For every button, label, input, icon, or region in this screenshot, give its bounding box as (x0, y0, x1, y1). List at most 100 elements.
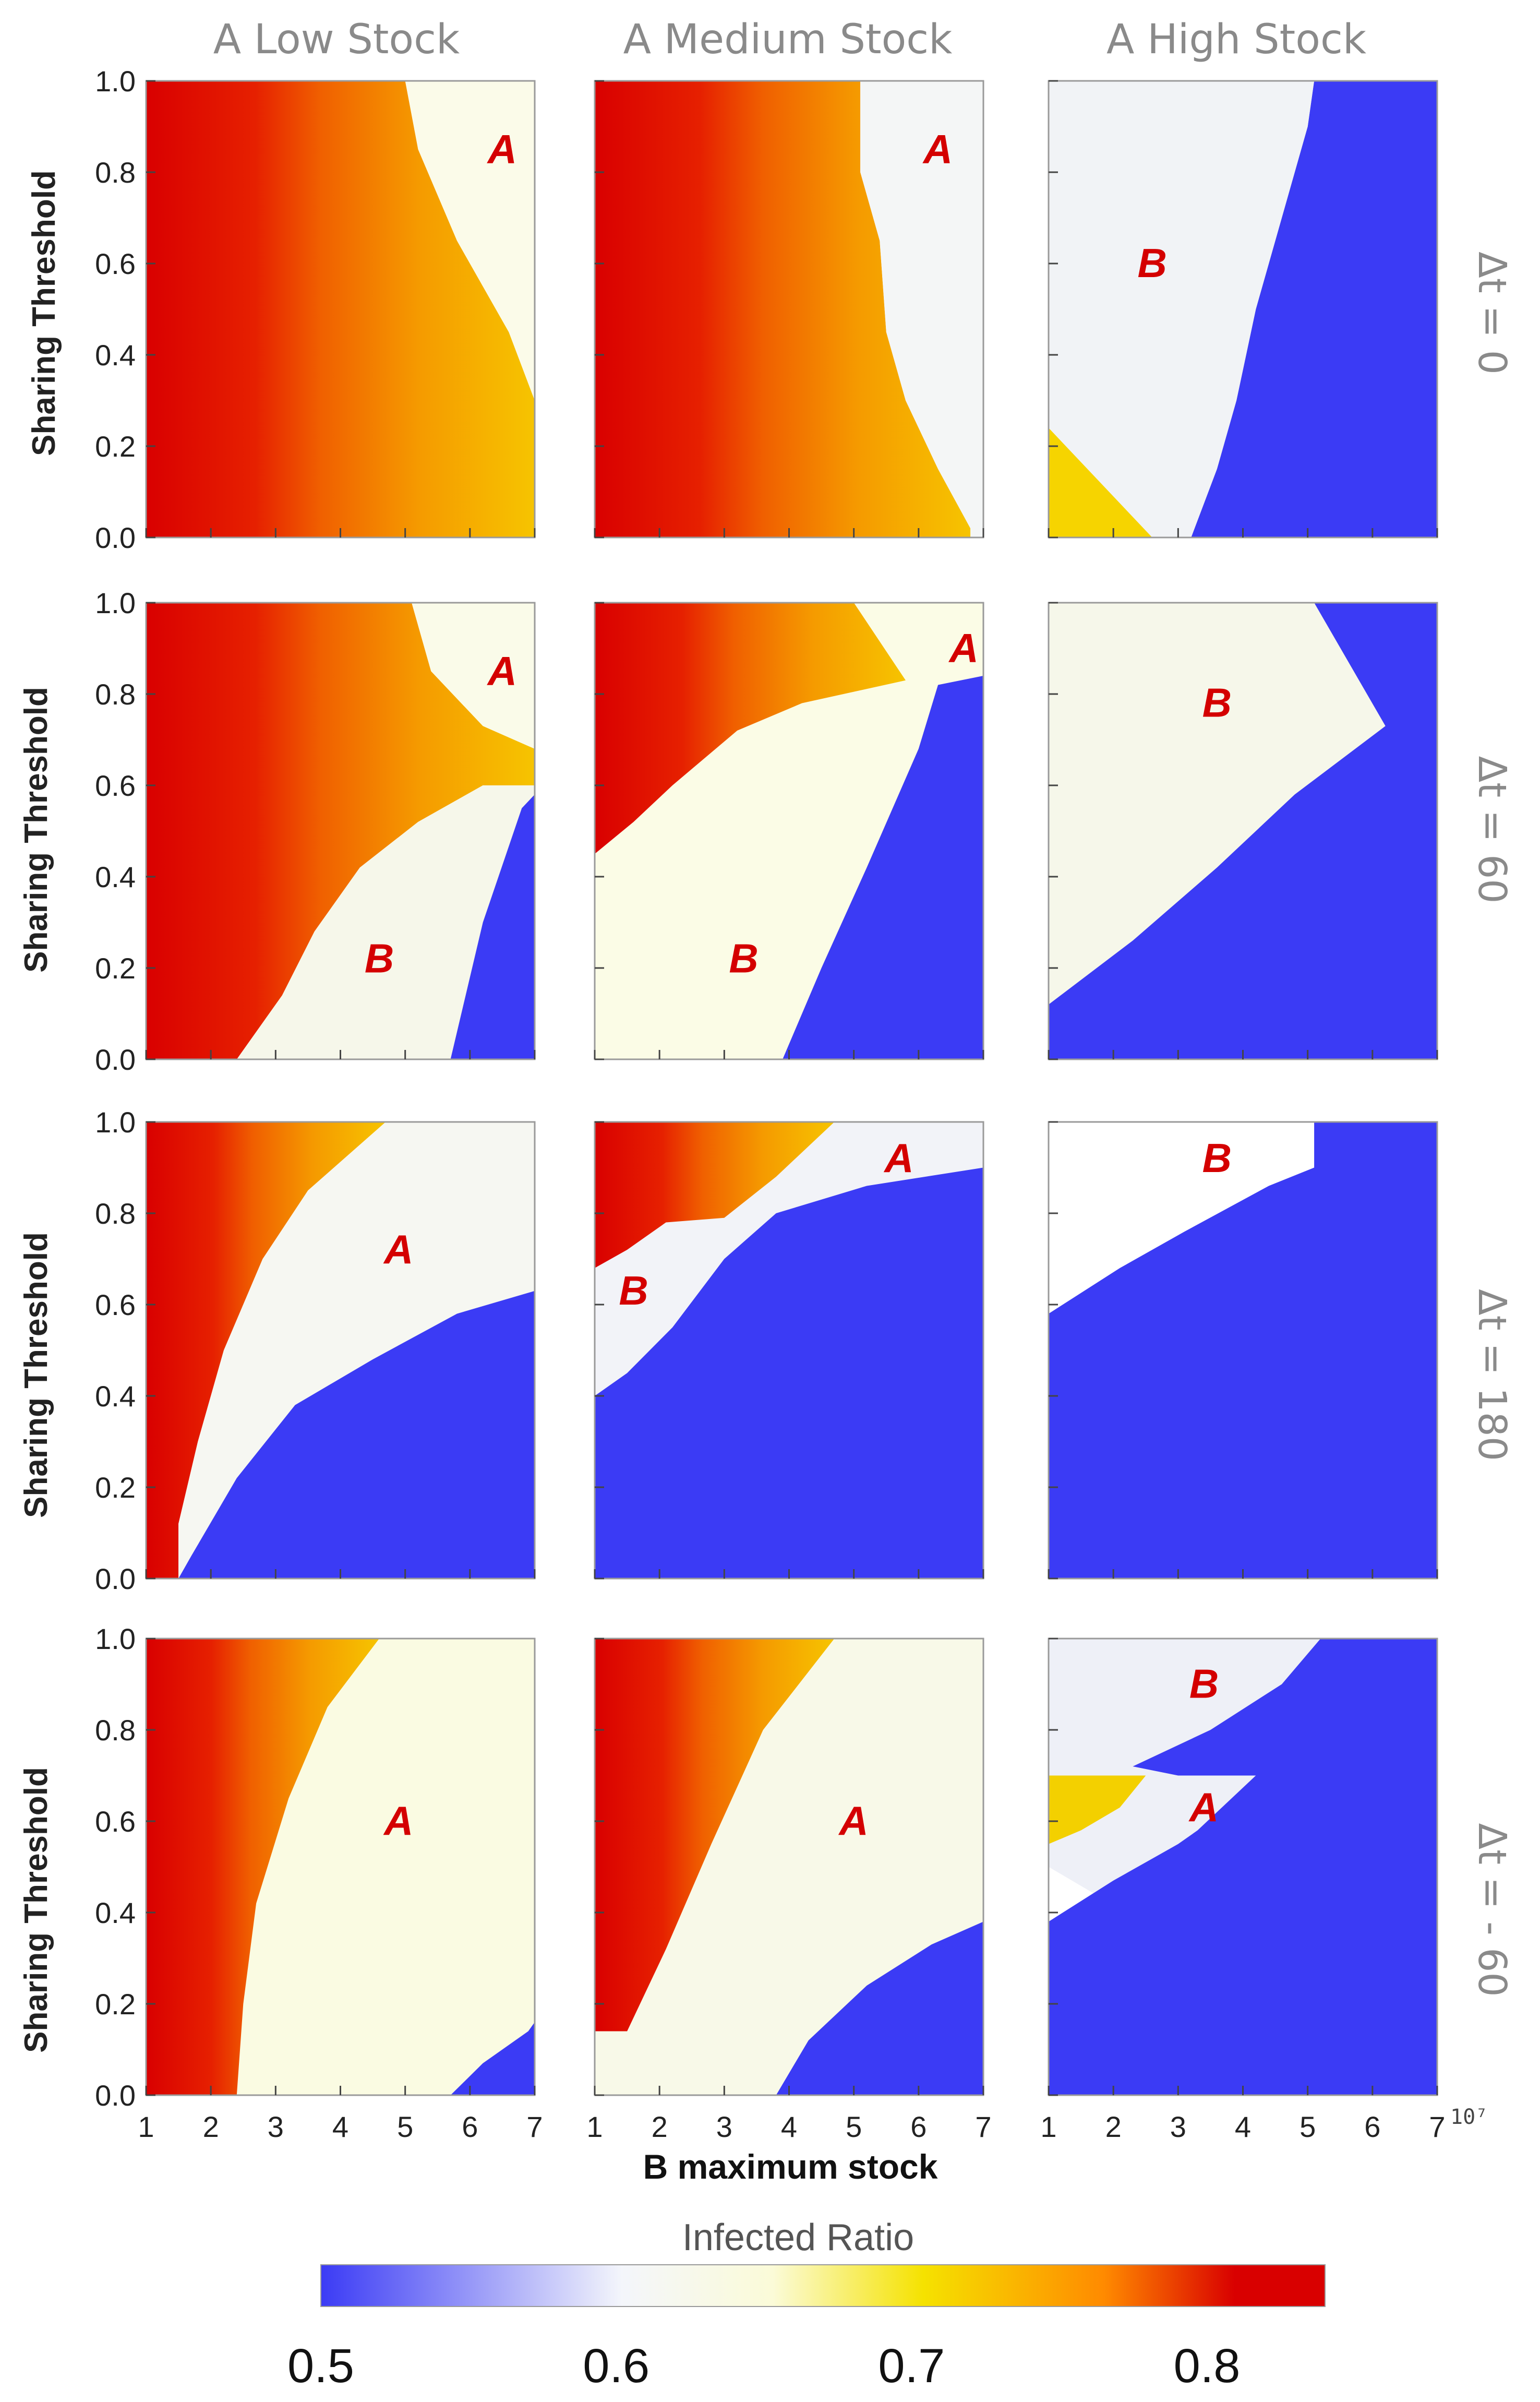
y-axis-label-row3: Sharing Threshold (18, 1232, 54, 1518)
heatmap-region (146, 1122, 386, 1579)
y-tick-label: 0.4 (95, 1380, 136, 1413)
heatmap-region (595, 1167, 983, 1579)
heatmap-region (178, 1122, 535, 1579)
panel-r0-c0: A 0.0 0.2 0.4 0.6 0.8 1.0 (95, 65, 536, 554)
region-label: A (838, 1798, 868, 1844)
colorbar-ticks: 0.5 0.6 0.7 0.8 (287, 2339, 1240, 2393)
heatmap-region (1049, 1639, 1437, 2095)
x-tick-label: 1 (586, 2110, 603, 2143)
row-label-dt180: Δt = 180 (1470, 1289, 1514, 1461)
colorbar-tick-label: 0.7 (878, 2339, 945, 2393)
panel-r2-c1: AB (594, 1121, 984, 1580)
panel-r1-c0: A B 0.0 0.2 0.4 0.6 0.8 1.0 (95, 587, 536, 1076)
y-tick-label: 0.8 (95, 156, 136, 189)
y-tick-label: 0.8 (95, 678, 136, 711)
y-tick-label: 0.0 (95, 1562, 136, 1595)
region-label: A (948, 625, 979, 671)
region-label: B (365, 936, 394, 982)
heatmap-region (1049, 81, 1315, 537)
x-tick-label: 5 (397, 2110, 413, 2143)
heatmap-region (595, 603, 906, 854)
x-tick-label: 3 (268, 2110, 284, 2143)
y-tick-label: 0.2 (95, 1471, 136, 1504)
x-tick-label: 6 (462, 2110, 478, 2143)
heatmap-region (1049, 1775, 1146, 1844)
heatmap-region (1049, 603, 1386, 1005)
row-label-dt0: Δt = 0 (1470, 252, 1514, 375)
y-tick-label: 0.6 (95, 1805, 136, 1838)
x-tick-label: 2 (652, 2110, 668, 2143)
panel-r2-c2: B (1048, 1121, 1438, 1580)
colorbar-tick-label: 0.8 (1174, 2339, 1241, 2393)
panel-r2-c0: A 0.0 0.2 0.4 0.6 0.8 1.0 (95, 1106, 536, 1595)
x-tick-label: 4 (1235, 2110, 1251, 2143)
colorbar-tick-label: 0.5 (287, 2339, 354, 2393)
region-label: A (487, 648, 517, 694)
x-tick-label: 7 (526, 2110, 543, 2143)
panel-r1-c1: AB (594, 602, 984, 1060)
y-tick-label: 0.0 (95, 521, 136, 554)
x-tick-label: 6 (910, 2110, 927, 2143)
heatmap-region (146, 81, 535, 537)
col-header-low: A Low Stock (213, 16, 460, 63)
heatmap-region (178, 1290, 535, 1579)
x-tick-label: 3 (1170, 2110, 1186, 2143)
heatmap-panels: A0.00.20.40.60.81.0ABAB0.00.20.40.60.81.… (95, 65, 1445, 2143)
y-tick-label: 0.8 (95, 1714, 136, 1747)
heatmap-region (146, 1639, 379, 2095)
heatmap-region (412, 603, 535, 749)
y-axis-label-row4: Sharing Threshold (18, 1767, 54, 2053)
region-label: A (1188, 1784, 1219, 1830)
region-label: A (383, 1798, 413, 1844)
region-label: A (383, 1226, 413, 1272)
x-tick-label: 6 (1364, 2110, 1380, 2143)
heatmap-region (776, 1921, 983, 2095)
row-label-dt60: Δt = 60 (1470, 756, 1514, 904)
panel-r3-c1: A 1 2 3 4 5 6 7 (586, 1638, 992, 2143)
x-tick-label: 2 (1105, 2110, 1122, 2143)
x-tick-label: 3 (716, 2110, 732, 2143)
x-tick-label: 7 (975, 2110, 991, 2143)
heatmap-region (783, 676, 983, 1059)
y-tick-label: 1.0 (95, 65, 136, 98)
heatmap-region (236, 785, 535, 1059)
heatmap-region (595, 1122, 835, 1268)
colorbar-title: Infected Ratio (682, 2217, 914, 2258)
colorbar (320, 2264, 1326, 2307)
y-tick-label: 0.8 (95, 1197, 136, 1230)
x-axis-label: B maximum stock (643, 2147, 938, 2186)
region-label: B (1189, 1661, 1219, 1707)
heatmap-region (405, 81, 535, 401)
y-tick-label: 1.0 (95, 1106, 136, 1139)
x-tick-label: 1 (138, 2110, 154, 2143)
y-tick-label: 0.2 (95, 952, 136, 985)
panel-r0-c1: A (594, 80, 984, 539)
region-label: A (922, 126, 953, 172)
panel-r3-c0: A 1 2 3 4 5 6 7 0.0 0.2 0.4 0.6 0.8 1.0 (95, 1622, 543, 2143)
colorbar-tick-label: 0.6 (583, 2339, 649, 2393)
x-tick-label: 5 (1300, 2110, 1316, 2143)
y-tick-label: 0.6 (95, 1288, 136, 1321)
panel-r3-c2: B A 1 2 3 4 5 6 7 (1040, 1638, 1446, 2143)
row-label-dtminus60: Δt = - 60 (1470, 1823, 1514, 1997)
heatmap-region (1049, 1122, 1315, 1314)
y-tick-label: 1.0 (95, 587, 136, 619)
region-label: B (1202, 1135, 1232, 1181)
region-label: A (883, 1135, 913, 1181)
region-label: B (619, 1268, 648, 1313)
col-header-high: A High Stock (1106, 16, 1366, 63)
region-label: B (1202, 680, 1232, 726)
y-tick-label: 0.4 (95, 1896, 136, 1929)
x-tick-label: 4 (781, 2110, 797, 2143)
y-axis-label-row2: Sharing Threshold (18, 687, 54, 973)
heatmap-region (1191, 81, 1437, 537)
col-header-medium: A Medium Stock (623, 16, 953, 63)
panel-r0-c2: B (1048, 80, 1438, 539)
y-tick-label: 0.4 (95, 339, 136, 372)
x-tick-label: 2 (203, 2110, 219, 2143)
heatmap-region (450, 794, 535, 1059)
x-tick-label: 4 (332, 2110, 348, 2143)
heatmap-region (1049, 603, 1437, 1059)
heatmap-region (146, 603, 535, 1059)
